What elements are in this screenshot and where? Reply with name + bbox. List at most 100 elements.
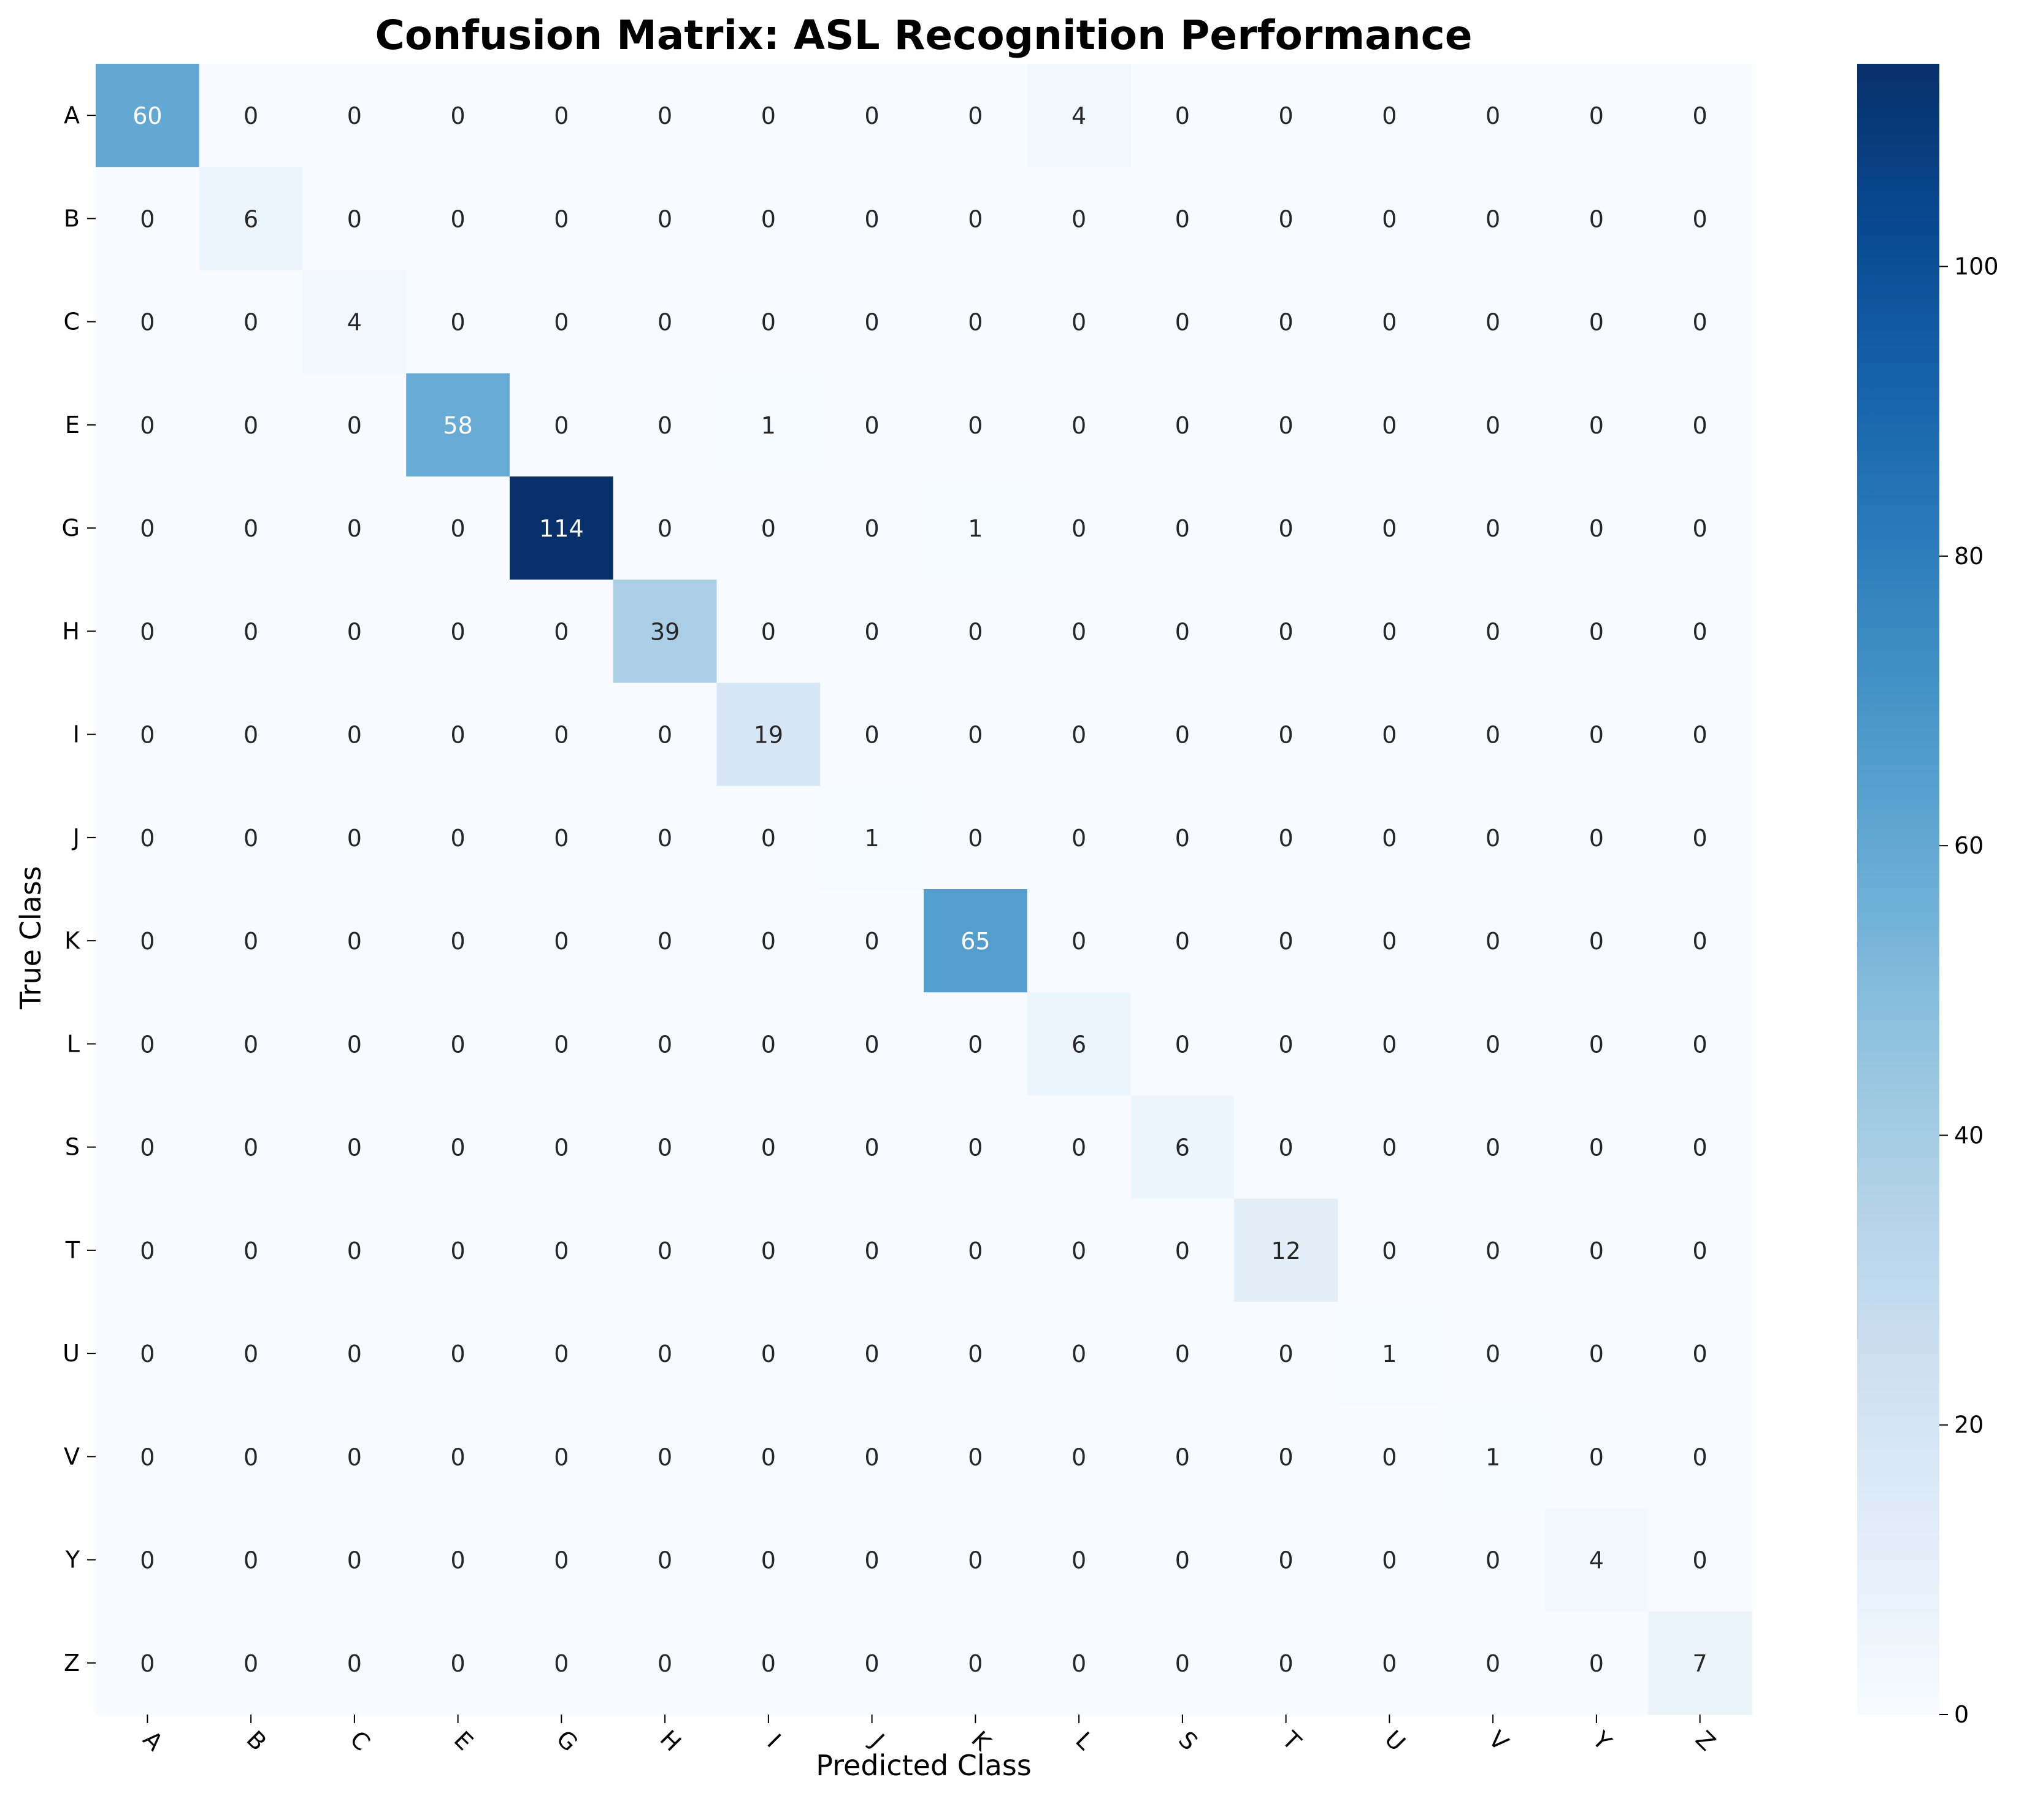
cell-value-E-A: 0 [140, 412, 155, 439]
heatmap-cell-H-E [406, 579, 510, 684]
heatmap-cell-H-K [924, 579, 1028, 684]
cell-value-Y-Z: 0 [1693, 1547, 1708, 1574]
cell-value-S-C: 0 [347, 1134, 362, 1161]
y-tick-label-I: I [73, 721, 80, 748]
cell-value-I-A: 0 [140, 722, 155, 749]
heatmap-cell-T-H [613, 1198, 718, 1302]
cell-value-G-S: 0 [1175, 515, 1190, 542]
cell-value-G-K: 1 [968, 515, 983, 542]
cell-value-E-T: 0 [1279, 412, 1294, 439]
cell-value-S-G: 0 [554, 1134, 569, 1161]
cell-value-U-U: 1 [1382, 1340, 1397, 1367]
heatmap-cell-B-C [302, 167, 407, 271]
heatmap-cell-U-K [924, 1302, 1028, 1405]
heatmap-cell-U-B [199, 1302, 304, 1405]
heatmap-cell-V-A [96, 1405, 200, 1509]
heatmap-cell-Z-U [1338, 1611, 1442, 1715]
heatmap-cells [96, 64, 1752, 1715]
cell-value-U-K: 0 [968, 1340, 983, 1367]
cell-value-I-I: 19 [754, 722, 783, 749]
cell-value-G-U: 0 [1382, 515, 1397, 542]
cell-value-L-E: 0 [451, 1031, 466, 1058]
cell-value-U-Z: 0 [1693, 1340, 1708, 1367]
heatmap-cell-L-H [613, 992, 718, 1096]
heatmap-cell-Z-L [1027, 1611, 1132, 1715]
x-tick-label-H: H [655, 1725, 686, 1756]
heatmap-cell-U-L [1027, 1302, 1132, 1405]
heatmap-cell-Y-A [96, 1508, 200, 1612]
cell-value-G-J: 0 [865, 515, 880, 542]
cell-value-B-Y: 0 [1589, 205, 1604, 232]
cell-value-C-V: 0 [1485, 309, 1500, 336]
x-tick-label-T: T [1276, 1726, 1306, 1756]
cell-value-T-Z: 0 [1693, 1237, 1708, 1264]
heatmap-cell-Y-G [510, 1508, 614, 1612]
heatmap-cell-S-I [716, 1095, 821, 1199]
cell-value-E-B: 0 [243, 412, 258, 439]
heatmap-cell-L-Z [1648, 992, 1752, 1096]
heatmap-cell-E-U [1338, 373, 1442, 477]
heatmap-cell-S-L [1027, 1095, 1132, 1199]
heatmap-cell-Z-A [96, 1611, 200, 1715]
cell-value-Y-A: 0 [140, 1547, 155, 1574]
cell-value-I-Y: 0 [1589, 722, 1604, 749]
heatmap-cell-E-G [510, 373, 614, 477]
x-tick-label-E: E [449, 1726, 478, 1756]
heatmap-cell-U-Y [1544, 1302, 1649, 1405]
heatmap-cell-B-Z [1648, 167, 1752, 271]
heatmap-cell-V-T [1234, 1405, 1338, 1509]
heatmap-cell-H-L [1027, 579, 1132, 684]
cell-value-Y-L: 0 [1071, 1547, 1086, 1574]
heatmap-cell-E-V [1441, 373, 1546, 477]
heatmap-cell-Y-S [1130, 1508, 1235, 1612]
heatmap-cell-L-G [510, 992, 614, 1096]
cell-value-T-A: 0 [140, 1237, 155, 1264]
x-tick-label-B: B [242, 1726, 272, 1756]
heatmap-cell-E-H [613, 373, 718, 477]
heatmap-cell-U-Z [1648, 1302, 1752, 1405]
heatmap-cell-C-S [1130, 270, 1235, 374]
heatmap-cell-L-E [406, 992, 510, 1096]
heatmap-cell-Y-Y [1544, 1508, 1649, 1612]
cell-value-C-U: 0 [1382, 309, 1397, 336]
cell-value-Y-H: 0 [657, 1547, 672, 1574]
cell-value-C-I: 0 [761, 309, 776, 336]
cell-value-S-V: 0 [1485, 1134, 1500, 1161]
cell-value-L-H: 0 [657, 1031, 672, 1058]
heatmap-cell-C-I [716, 270, 821, 374]
heatmap-cell-T-I [716, 1198, 821, 1302]
cell-value-T-J: 0 [865, 1237, 880, 1264]
heatmap-cell-H-C [302, 579, 407, 684]
cell-value-U-L: 0 [1071, 1340, 1086, 1367]
heatmap-cell-B-I [716, 167, 821, 271]
cell-value-Z-L: 0 [1071, 1650, 1086, 1677]
heatmap-cell-B-L [1027, 167, 1132, 271]
heatmap-cell-U-V [1441, 1302, 1546, 1405]
cell-value-B-E: 0 [451, 205, 466, 232]
cell-value-Z-G: 0 [554, 1650, 569, 1677]
y-tick-label-V: V [64, 1443, 80, 1470]
heatmap-cell-U-S [1130, 1302, 1235, 1405]
cell-value-A-E: 0 [451, 102, 466, 129]
cell-value-Y-V: 0 [1485, 1547, 1500, 1574]
cell-value-H-I: 0 [761, 618, 776, 645]
cell-value-T-U: 0 [1382, 1237, 1397, 1264]
cell-value-S-J: 0 [865, 1134, 880, 1161]
cell-value-J-U: 0 [1382, 825, 1397, 852]
heatmap-cell-K-E [406, 889, 510, 993]
heatmap-cell-Y-H [613, 1508, 718, 1612]
cell-value-V-G: 0 [554, 1443, 569, 1470]
cell-value-E-Z: 0 [1693, 412, 1708, 439]
cell-value-A-B: 0 [243, 102, 258, 129]
heatmap-cell-S-E [406, 1095, 510, 1199]
cell-value-A-Y: 0 [1589, 102, 1604, 129]
x-tick-label-S: S [1173, 1726, 1203, 1756]
cell-value-B-I: 0 [761, 205, 776, 232]
x-tick-label-U: U [1379, 1725, 1411, 1756]
heatmap-cell-Z-E [406, 1611, 510, 1715]
heatmap-cell-S-A [96, 1095, 200, 1199]
heatmap-cell-C-H [613, 270, 718, 374]
cell-value-Z-Z: 7 [1693, 1650, 1708, 1677]
cell-value-L-J: 0 [865, 1031, 880, 1058]
